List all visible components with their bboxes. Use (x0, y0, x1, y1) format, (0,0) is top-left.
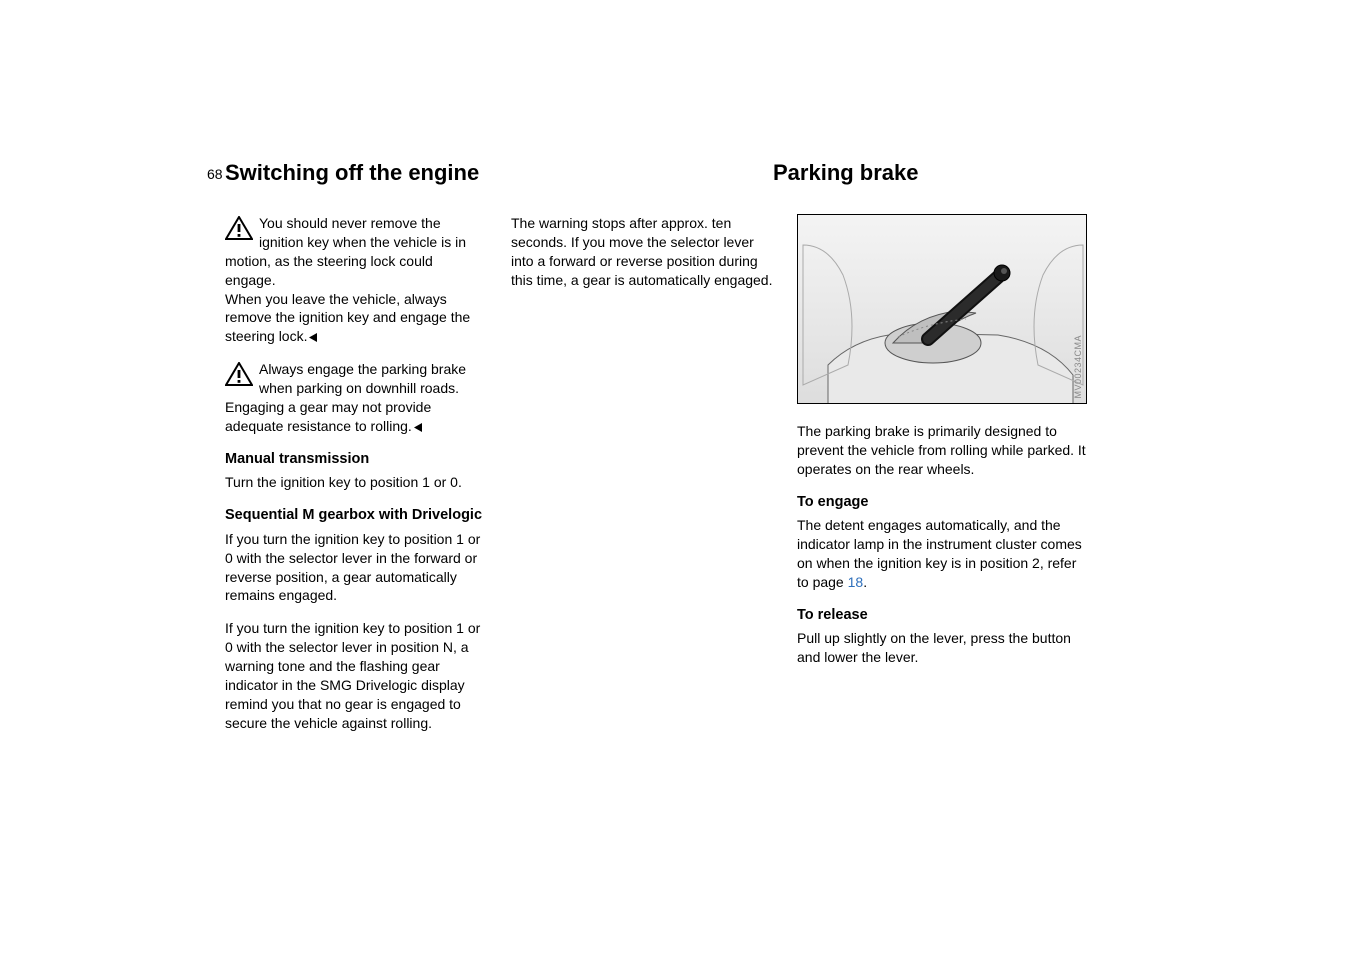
parking-brake-illustration (798, 215, 1087, 404)
col2-para-1: The warning stops after approx. ten seco… (511, 214, 773, 290)
engage-body: The detent engages automatically, and th… (797, 516, 1087, 592)
parking-brake-intro: The parking brake is primarily designed … (797, 422, 1087, 479)
engage-text-b: . (863, 574, 867, 590)
smg-para-1: If you turn the ignition key to position… (225, 530, 487, 606)
release-body: Pull up slightly on the lever, press the… (797, 629, 1087, 667)
figure-code-label: MV00234CMA (1072, 335, 1084, 399)
warning-1-text-b: When you leave the vehicle, always remov… (225, 291, 470, 345)
column-2: The warning stops after approx. ten seco… (511, 214, 773, 747)
engage-text-a: The detent engages automatically, and th… (797, 517, 1082, 590)
subhead-manual-transmission: Manual transmission (225, 450, 487, 470)
column-1: You should never remove the ignition key… (225, 214, 487, 747)
manual-body: Turn the ignition key to position 1 or 0… (225, 473, 487, 492)
subhead-to-engage: To engage (797, 493, 1087, 513)
smg-para-2: If you turn the ignition key to position… (225, 619, 487, 732)
warning-icon (225, 216, 253, 240)
content-columns: You should never remove the ignition key… (225, 214, 1105, 747)
warning-1-text-a: You should never remove the ignition key… (225, 215, 466, 288)
subhead-to-release: To release (797, 606, 1087, 626)
end-marker-icon (309, 327, 318, 346)
headings-row: Switching off the engine Parking brake (225, 160, 1105, 186)
warning-icon (225, 362, 253, 386)
page-number: 68 (207, 166, 223, 182)
subhead-smg: Sequential M gearbox with Drivelogic (225, 506, 487, 526)
end-marker-icon (414, 417, 423, 436)
manual-page: 68 Switching off the engine Parking brak… (225, 160, 1105, 747)
page-ref-18[interactable]: 18 (848, 574, 864, 590)
parking-brake-figure: MV00234CMA (797, 214, 1087, 404)
heading-parking-brake: Parking brake (773, 160, 919, 186)
warning-block-2: Always engage the parking brake when par… (225, 360, 487, 436)
warning-2-text: Always engage the parking brake when par… (225, 361, 466, 434)
heading-switching-off: Switching off the engine (225, 160, 773, 186)
warning-block-1: You should never remove the ignition key… (225, 214, 487, 346)
column-3: MV00234CMA The parking brake is primaril… (797, 214, 1087, 747)
